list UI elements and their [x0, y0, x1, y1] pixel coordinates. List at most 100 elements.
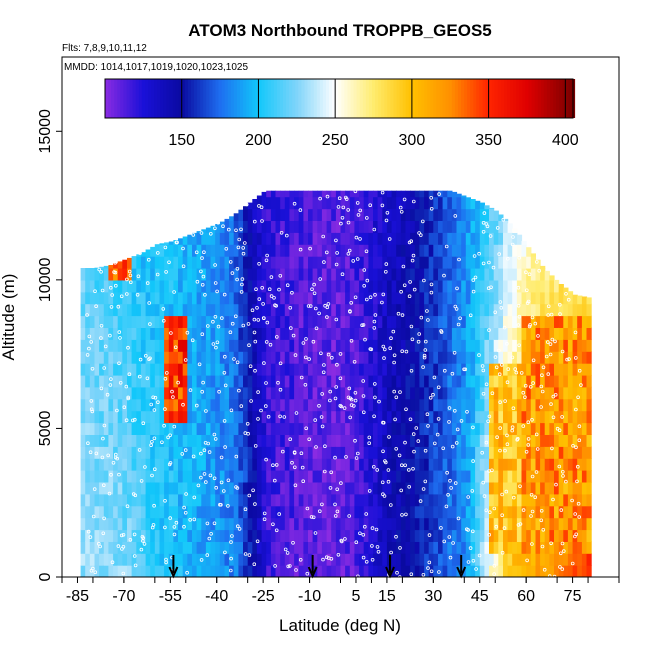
heat-cell: [447, 398, 453, 412]
heat-cell: [94, 267, 100, 269]
heat-cell: [136, 254, 142, 257]
heat-cell: [465, 422, 471, 435]
sample-point: [394, 534, 398, 539]
heat-cell: [484, 256, 490, 269]
heat-cell: [312, 446, 318, 459]
heat-cell: [363, 208, 369, 221]
colorbar-swatch: [408, 79, 413, 118]
heat-cell: [266, 410, 272, 424]
heat-cell: [335, 493, 342, 507]
heat-cell: [549, 291, 555, 305]
sample-point: [100, 288, 105, 293]
heat-cell: [154, 315, 160, 328]
heat-cell: [173, 505, 179, 519]
heat-cell: [530, 374, 536, 388]
heat-cell: [99, 553, 105, 566]
colorbar-swatch: [516, 79, 520, 118]
heat-cell: [345, 327, 351, 340]
heat-cell: [465, 517, 471, 531]
heat-cell: [405, 470, 411, 483]
heat-cell: [215, 517, 221, 531]
heat-cell: [456, 470, 462, 483]
heat-cell: [80, 303, 86, 317]
sample-point: [395, 570, 399, 575]
heat-cell: [159, 565, 165, 577]
heat-cell: [396, 256, 402, 269]
heat-cell: [456, 481, 462, 495]
colorbar-swatch: [470, 79, 474, 118]
heat-cell: [331, 190, 337, 198]
heat-cell: [140, 386, 147, 400]
heat-cell: [447, 363, 453, 376]
heat-cell: [215, 363, 221, 376]
heat-cell: [558, 481, 564, 495]
sample-point: [167, 260, 171, 265]
heat-cell: [535, 505, 541, 519]
heat-cell: [493, 268, 499, 281]
sample-point: [353, 295, 358, 300]
heat-cell: [108, 315, 114, 328]
heat-cell: [414, 470, 420, 483]
heat-cell: [391, 232, 397, 245]
heat-cell: [182, 339, 188, 352]
heat-cell: [136, 303, 142, 317]
heat-cell: [345, 470, 351, 483]
heat-cell: [516, 553, 523, 566]
heat-cell: [489, 529, 495, 542]
heat-cell: [266, 303, 272, 317]
heat-cell: [150, 446, 156, 459]
sample-point: [293, 353, 298, 357]
heat-cell: [396, 244, 402, 257]
heat-cell: [512, 505, 518, 519]
heat-cell: [340, 291, 346, 305]
heat-cell: [326, 244, 332, 257]
heat-cell: [451, 446, 458, 459]
heat-cell: [484, 517, 490, 531]
heat-cell: [127, 541, 133, 554]
sample-point: [99, 323, 104, 328]
heat-cell: [368, 363, 374, 376]
chart-title: ATOM3 Northbound TROPPB_GEOS5: [188, 21, 492, 40]
heat-cell: [131, 351, 137, 364]
heat-cell: [224, 256, 230, 269]
heat-cell: [108, 303, 114, 317]
heat-cell: [433, 232, 439, 245]
heat-cell: [498, 291, 504, 305]
sample-point: [234, 454, 239, 459]
heat-cell: [284, 303, 290, 317]
heat-cell: [567, 517, 574, 531]
heat-cell: [219, 303, 225, 317]
heat-cell: [400, 196, 406, 210]
heat-cell: [549, 351, 555, 364]
heat-cell: [447, 458, 453, 471]
sample-point: [338, 376, 343, 381]
heat-cell: [178, 315, 184, 328]
heat-cell: [331, 434, 337, 447]
heat-cell: [178, 553, 184, 566]
heat-cell: [335, 291, 342, 305]
heat-cell: [373, 374, 379, 388]
heat-cell: [396, 505, 402, 519]
heat-cell: [424, 505, 430, 519]
heat-cell: [558, 339, 564, 352]
heat-cell: [428, 446, 434, 459]
heat-cell: [419, 422, 425, 435]
sample-point: [477, 353, 481, 357]
sample-point: [313, 306, 318, 311]
heat-cell: [205, 327, 212, 340]
heat-cell: [507, 374, 513, 388]
heat-cell: [298, 553, 304, 566]
sample-point: [334, 385, 339, 389]
sample-point: [246, 322, 251, 326]
heat-cell: [89, 315, 95, 328]
heat-cell: [354, 434, 360, 447]
heat-cell: [219, 268, 225, 281]
heat-cell: [270, 190, 277, 198]
heat-cell: [438, 446, 444, 459]
sample-point: [248, 364, 253, 369]
heat-cell: [544, 541, 550, 554]
sample-point: [442, 539, 447, 544]
sample-point: [253, 368, 257, 373]
sample-point: [257, 204, 261, 208]
heat-cell: [321, 541, 328, 554]
